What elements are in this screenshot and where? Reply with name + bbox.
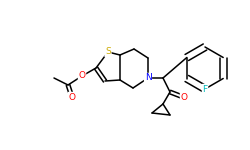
Text: O: O <box>78 72 86 81</box>
Text: O: O <box>68 93 75 102</box>
Text: O: O <box>180 93 188 102</box>
Text: S: S <box>105 48 111 57</box>
Text: N: N <box>144 74 152 82</box>
Text: F: F <box>202 84 207 93</box>
